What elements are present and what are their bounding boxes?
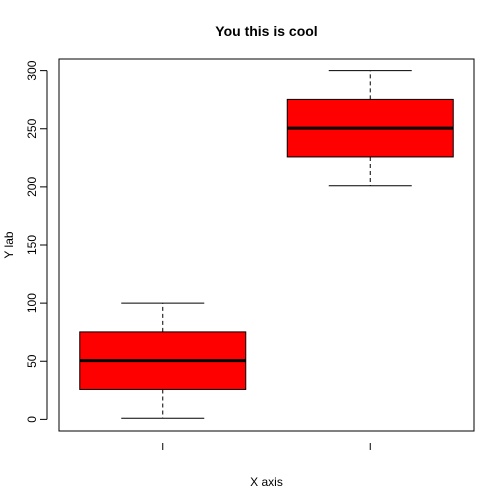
x-axis-label: X axis [250,475,283,489]
y-tick-label: 0 [25,416,39,423]
chart-title: You this is cool [215,23,317,39]
x-axis [162,443,371,450]
y-tick-label: 200 [25,177,39,197]
y-tick-label: 100 [25,293,39,313]
y-axis: 0 50 100 150 200 250 300 [25,60,48,423]
box-2 [286,70,454,187]
box-1 [79,302,247,419]
plot-frame [58,58,475,432]
boxes-group [79,70,454,419]
y-tick-label: 250 [25,118,39,138]
y-tick-label: 50 [25,354,39,368]
y-tick-label: 150 [25,235,39,255]
y-axis-label: Y lab [2,231,16,258]
y-tick-label: 300 [25,60,39,80]
